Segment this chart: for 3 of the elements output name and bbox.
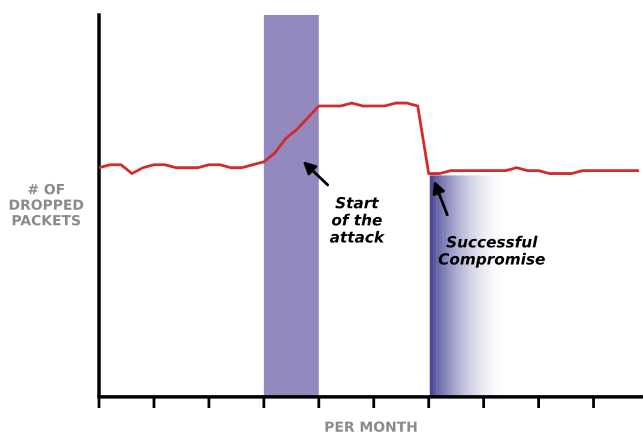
- x-axis-title: PER MONTH: [326, 421, 417, 432]
- annotation: Start of the attack: [330, 196, 385, 243]
- y-axis-title: # OF DROPPED PACKETS: [10, 184, 84, 226]
